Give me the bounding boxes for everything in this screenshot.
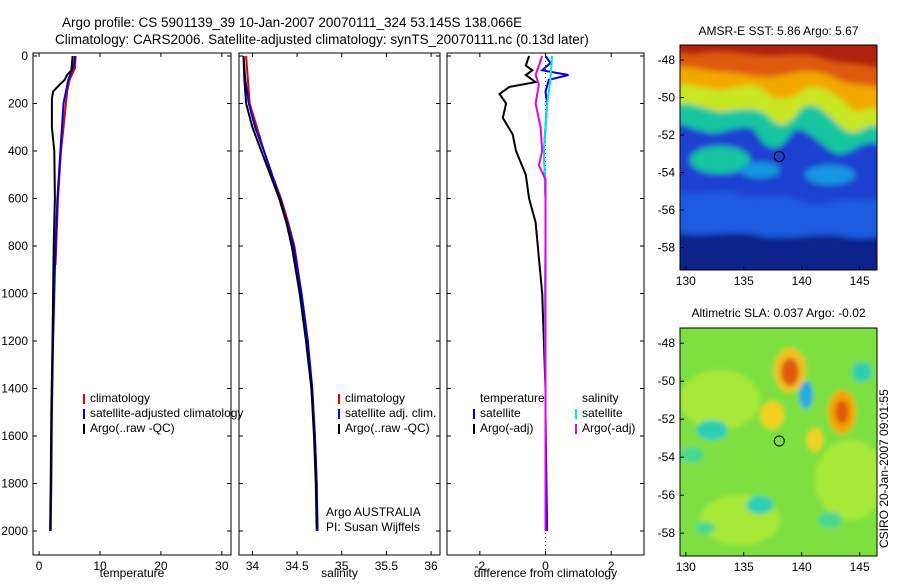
temperature-series-climatology <box>54 55 77 266</box>
sal-footer-line1: Argo AUSTRALIA <box>326 505 421 519</box>
timestamp-stamp: CSIRO 20-Jan-2007 09:01:55 <box>877 389 891 548</box>
figure-title-line1: Argo profile: CS 5901139_39 10-Jan-2007 … <box>62 15 522 30</box>
sal-legend-label: Argo(..raw -QC) <box>345 421 430 435</box>
sla-map-frame <box>679 327 878 557</box>
difference-xtick-label: 0 <box>542 559 549 573</box>
salinity-xtick-label: 36 <box>424 559 438 573</box>
sla-map-xtick-label: 140 <box>792 560 812 574</box>
sla-map-xtick-label: 145 <box>850 560 870 574</box>
temperature-xlabel: temperature <box>100 566 165 580</box>
sst-map-xtick-label: 135 <box>734 274 754 288</box>
sst-map-ytick-label: -58 <box>658 241 676 255</box>
salinity-xtick-label: 35.5 <box>375 559 399 573</box>
salinity-series-climatology <box>245 55 318 508</box>
salinity-series-satellite <box>242 55 319 532</box>
figure-title-line2: Climatology: CARS2006. Satellite-adjuste… <box>55 32 589 47</box>
temperature-xtick-label: 20 <box>154 559 168 573</box>
depth-tick-label: 200 <box>8 97 28 111</box>
depth-tick-label: 2000 <box>1 524 28 538</box>
temperature-axes-box <box>32 52 232 556</box>
salinity-xlabel: salinity <box>321 566 358 580</box>
depth-tick-label: 1600 <box>1 429 28 443</box>
difference-series-salinity-argo <box>534 55 547 531</box>
difference-xtick-label: -2 <box>474 559 485 573</box>
temp-legend-label: climatology <box>90 391 150 405</box>
sst-heatmap <box>680 45 877 270</box>
sla-map-xtick-label: 135 <box>734 560 754 574</box>
sla-heatmap <box>680 328 877 556</box>
sla-map-ytick-label: -52 <box>658 412 676 426</box>
temperature-series-argo <box>49 55 74 532</box>
sla-map-xtick-label: 130 <box>676 560 696 574</box>
sst-map-ytick-label: -52 <box>658 128 676 142</box>
sst-map-frame <box>679 44 878 271</box>
salinity-panel: 34 34.5 35 35.5 36 salinity <box>238 52 441 580</box>
depth-tick-label: 600 <box>8 192 28 206</box>
sst-map-ytick-label: -56 <box>658 203 676 217</box>
sal-legend-label: satellite adj. clim. <box>345 406 436 420</box>
temp-legend-label: Argo(..raw -QC) <box>90 421 175 435</box>
diff-legend-label: satellite <box>582 406 623 420</box>
salinity-xtick-label: 34.5 <box>285 559 309 573</box>
depth-tick-label: 1000 <box>1 287 28 301</box>
depth-tick-label: 0 <box>21 49 28 63</box>
diff-legend-label: temperature <box>480 391 545 405</box>
temperature-xtick-label: 30 <box>215 559 229 573</box>
sla-map-ytick-label: -56 <box>658 488 676 502</box>
sst-map-argo-location-marker <box>773 150 785 162</box>
sst-map-panel: AMSR-E SST: 5.86 Argo: 5.67 130 135 140 145 -… <box>658 24 878 288</box>
salinity-xtick-label: 35 <box>335 559 349 573</box>
diff-legend-label: Argo(-adj) <box>582 421 635 435</box>
sst-map-title: AMSR-E SST: 5.86 Argo: 5.67 <box>698 24 858 38</box>
sst-map-xtick-label: 145 <box>850 274 870 288</box>
difference-series-temperature-argo <box>498 55 547 531</box>
salinity-axes-box <box>238 52 441 556</box>
diff-legend-label: salinity <box>582 391 619 405</box>
sal-legend-label: climatology <box>345 391 405 405</box>
depth-tick-label: 1800 <box>1 477 28 491</box>
depth-tick-label: 800 <box>8 239 28 253</box>
sla-map-ytick-label: -50 <box>658 374 676 388</box>
sst-map-xtick-label: 140 <box>792 274 812 288</box>
sla-map-panel: Altimetric SLA: 0.037 Argo: -0.02 130 135 1… <box>658 306 878 574</box>
temperature-panel: 0 10 20 30 0 200 400 600 800 1000 1200 1400 1600 1800… <box>1 49 232 580</box>
salinity-xtick-label: 34 <box>246 559 260 573</box>
sla-map-ytick-label: -48 <box>658 336 676 350</box>
diff-legend-label: Argo(-adj) <box>480 421 533 435</box>
sla-map-argo-location-marker <box>773 435 785 447</box>
sla-map-ytick-label: -54 <box>658 450 676 464</box>
sst-map-ytick-label: -54 <box>658 166 676 180</box>
sla-map-title: Altimetric SLA: 0.037 Argo: -0.02 <box>691 306 865 320</box>
salinity-series-argo <box>242 55 318 532</box>
temperature-xtick-label: 0 <box>36 559 43 573</box>
sal-footer-line2: PI: Susan Wijffels <box>326 520 420 534</box>
difference-xtick-label: 2 <box>608 559 615 573</box>
sla-map-ytick-label: -58 <box>658 526 676 540</box>
depth-tick-label: 400 <box>8 144 28 158</box>
sst-map-ytick-label: -50 <box>658 91 676 105</box>
depth-tick-label: 1200 <box>1 334 28 348</box>
temperature-xtick-label: 10 <box>93 559 107 573</box>
sst-map-ytick-label: -48 <box>658 53 676 67</box>
diff-legend-label: satellite <box>480 406 521 420</box>
difference-xlabel: difference from climatology <box>474 566 617 580</box>
depth-tick-label: 1400 <box>1 382 28 396</box>
sst-map-xtick-label: 130 <box>676 274 696 288</box>
temperature-series-satellite <box>49 55 76 532</box>
temp-legend-label: satellite-adjusted climatology <box>90 406 243 420</box>
